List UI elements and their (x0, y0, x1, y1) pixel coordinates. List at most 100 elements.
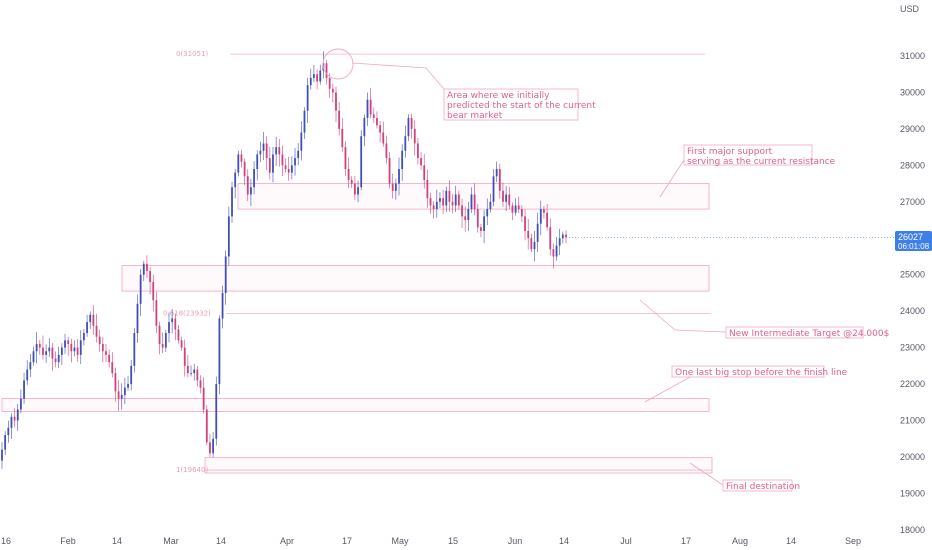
candle (212, 431, 215, 458)
x-axis[interactable]: 16 Feb 14 Mar 14 Apr 17 May 15 Jun 14 Jul 17 Aug 14 Sep (1, 536, 861, 546)
candle (505, 186, 508, 211)
candle (454, 185, 457, 213)
candle (524, 209, 526, 241)
candle (546, 203, 548, 231)
candle (231, 181, 233, 223)
candle-body (48, 347, 51, 352)
annotation-connector (689, 462, 724, 486)
candle (240, 149, 243, 168)
candle (372, 107, 375, 123)
y-tick-label: 30000 (900, 87, 925, 97)
support-zone (1, 398, 710, 412)
candle-body (398, 168, 400, 184)
candle (565, 230, 567, 244)
annotation-connector (351, 62, 445, 90)
y-tick-label: 31000 (900, 51, 925, 61)
candle-body (95, 325, 98, 337)
candle-body (152, 281, 155, 301)
candle-body (98, 336, 101, 344)
candle (492, 168, 495, 207)
candle-body (366, 99, 369, 118)
candle-body (227, 216, 230, 257)
candle (111, 352, 114, 378)
candle (54, 351, 57, 368)
candle (89, 311, 92, 329)
y-tick-label: 18000 (900, 525, 925, 535)
candle (429, 192, 432, 214)
candle-body (42, 347, 44, 355)
candle (193, 363, 196, 381)
candle (476, 203, 479, 233)
candle (543, 205, 545, 219)
candle (388, 151, 391, 189)
candle (202, 377, 205, 414)
y-tick-label: 19000 (900, 488, 925, 498)
annotation-line: Final destination (726, 482, 800, 492)
candle (297, 143, 300, 166)
candle (394, 178, 397, 200)
candle (183, 339, 186, 377)
candle (1, 442, 3, 469)
candle (536, 212, 539, 252)
candle-body (429, 198, 432, 206)
x-tick-label: 14 (559, 536, 569, 546)
candle (218, 315, 221, 395)
candle-body (546, 212, 548, 228)
candle (123, 377, 126, 404)
candle-body (253, 168, 255, 188)
candle (398, 157, 400, 196)
candle-body (517, 205, 520, 210)
y-axis[interactable]: 3100030000290002800027000260002500024000… (900, 51, 925, 535)
candle (338, 102, 341, 136)
candle (272, 146, 274, 183)
y-tick-label: 25000 (900, 270, 925, 280)
candle (514, 198, 517, 216)
candle (385, 135, 388, 164)
candle-body (89, 314, 92, 323)
candle-body (492, 176, 495, 202)
candle-body (111, 362, 114, 374)
candle (76, 338, 79, 362)
candle-body (476, 209, 479, 228)
last-price-value: 26027 (898, 232, 923, 242)
candle-body (243, 161, 246, 177)
candle-body (240, 154, 243, 162)
candle (376, 111, 378, 129)
candle (350, 176, 353, 189)
candle-body (290, 165, 293, 173)
currency-label: USD (900, 4, 920, 14)
candle (549, 218, 552, 256)
candle (306, 77, 309, 123)
candle (64, 334, 66, 354)
candle-body (186, 365, 189, 374)
candle-body (256, 154, 259, 169)
candle (486, 198, 489, 226)
candle (508, 186, 511, 210)
candle (520, 205, 523, 223)
candle (26, 360, 29, 385)
candle (120, 383, 123, 410)
candle-body (183, 347, 186, 366)
candle (404, 125, 407, 158)
candle-body (7, 427, 10, 436)
candle (23, 372, 25, 404)
candle-body (331, 88, 334, 93)
candle-body (262, 143, 265, 151)
candle (420, 152, 422, 170)
candle (502, 182, 504, 207)
candle-body (231, 187, 233, 217)
candle (495, 161, 498, 183)
candle-body (70, 343, 73, 352)
candle (275, 136, 278, 167)
candle (555, 236, 558, 261)
candle-body (442, 198, 445, 206)
candle (10, 413, 13, 440)
candle (407, 114, 410, 142)
candle-body (101, 343, 104, 352)
candle-body (357, 187, 359, 195)
countdown-timer: 06:01:08 (898, 242, 930, 251)
candle (196, 365, 199, 387)
candle (20, 389, 22, 414)
candle (51, 343, 54, 371)
